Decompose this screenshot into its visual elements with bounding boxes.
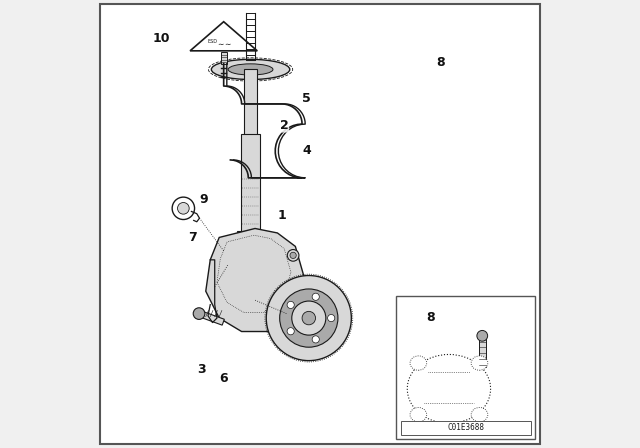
Circle shape: [287, 250, 299, 261]
Circle shape: [302, 311, 316, 325]
Polygon shape: [190, 22, 257, 51]
Circle shape: [287, 327, 294, 335]
Text: 4: 4: [302, 143, 311, 157]
Ellipse shape: [228, 64, 273, 75]
Circle shape: [172, 197, 195, 220]
Text: 6: 6: [220, 372, 228, 385]
Circle shape: [193, 308, 205, 319]
Bar: [401, 421, 531, 435]
Ellipse shape: [407, 354, 491, 423]
Circle shape: [328, 314, 335, 322]
Circle shape: [280, 289, 338, 347]
Text: C01E3688: C01E3688: [447, 423, 484, 432]
Ellipse shape: [471, 356, 488, 370]
Text: 8: 8: [436, 56, 445, 69]
Circle shape: [312, 293, 319, 300]
Ellipse shape: [471, 408, 488, 422]
Text: 1: 1: [278, 208, 286, 222]
Text: $\sim\!\!\sim$: $\sim\!\!\sim$: [216, 39, 232, 48]
Text: 10: 10: [152, 31, 170, 45]
Circle shape: [287, 302, 294, 309]
Bar: [199, 311, 225, 325]
Circle shape: [477, 331, 488, 341]
Text: 7: 7: [188, 231, 196, 244]
Bar: [244, 69, 257, 148]
Circle shape: [312, 336, 319, 343]
Bar: [396, 296, 535, 439]
Bar: [241, 134, 260, 233]
Bar: [237, 231, 264, 244]
Text: 8: 8: [427, 310, 435, 324]
Circle shape: [266, 276, 351, 361]
Bar: [479, 336, 486, 367]
Ellipse shape: [410, 356, 427, 370]
Circle shape: [290, 252, 296, 258]
Text: 3: 3: [197, 363, 205, 376]
Bar: [221, 52, 227, 64]
Text: 2: 2: [280, 119, 289, 132]
Text: 5: 5: [302, 92, 311, 105]
Circle shape: [177, 202, 189, 214]
Ellipse shape: [211, 60, 290, 80]
Circle shape: [292, 301, 326, 335]
Text: 9: 9: [199, 193, 208, 206]
Ellipse shape: [410, 408, 427, 422]
Text: ESD: ESD: [207, 39, 218, 44]
Polygon shape: [206, 228, 305, 332]
